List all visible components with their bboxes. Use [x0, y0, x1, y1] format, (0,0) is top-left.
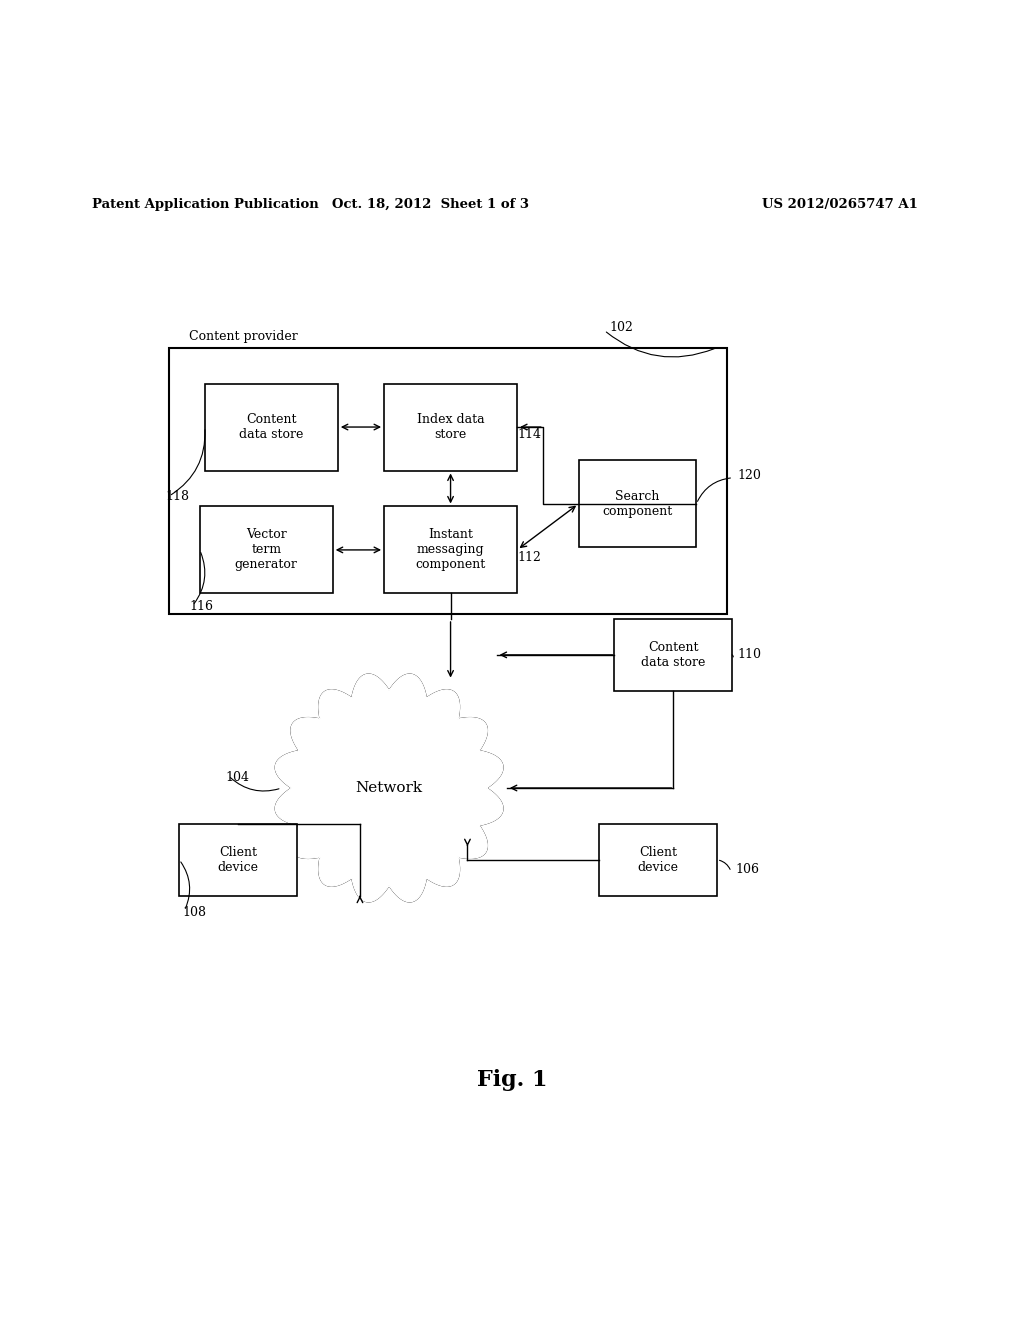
- Text: Vector
term
generator: Vector term generator: [234, 528, 298, 572]
- Text: 116: 116: [189, 601, 213, 614]
- Text: Content provider: Content provider: [189, 330, 298, 343]
- Text: Patent Application Publication: Patent Application Publication: [92, 198, 318, 211]
- Text: 112: 112: [517, 552, 541, 564]
- Text: Network: Network: [355, 781, 423, 795]
- Polygon shape: [275, 675, 503, 902]
- Text: Client
device: Client device: [637, 846, 679, 874]
- Text: 104: 104: [225, 771, 249, 784]
- FancyBboxPatch shape: [614, 619, 732, 690]
- Text: Index data
store: Index data store: [417, 413, 484, 441]
- Text: Instant
messaging
component: Instant messaging component: [416, 528, 485, 572]
- Text: 108: 108: [182, 907, 206, 920]
- Text: Search
component: Search component: [602, 490, 673, 517]
- Text: Fig. 1: Fig. 1: [477, 1069, 547, 1090]
- FancyBboxPatch shape: [179, 824, 297, 895]
- FancyBboxPatch shape: [169, 347, 727, 614]
- Text: 106: 106: [735, 863, 759, 876]
- Text: Content
data store: Content data store: [641, 642, 706, 669]
- Text: Content
data store: Content data store: [240, 413, 303, 441]
- FancyBboxPatch shape: [200, 507, 333, 594]
- FancyBboxPatch shape: [384, 384, 517, 470]
- FancyBboxPatch shape: [384, 507, 517, 594]
- Text: US 2012/0265747 A1: US 2012/0265747 A1: [762, 198, 918, 211]
- FancyBboxPatch shape: [599, 824, 717, 895]
- Text: 120: 120: [737, 469, 761, 482]
- Text: Oct. 18, 2012  Sheet 1 of 3: Oct. 18, 2012 Sheet 1 of 3: [332, 198, 528, 211]
- FancyBboxPatch shape: [205, 384, 338, 470]
- Text: 118: 118: [166, 490, 189, 503]
- Text: Client
device: Client device: [217, 846, 259, 874]
- Text: 102: 102: [609, 321, 633, 334]
- Text: 114: 114: [517, 428, 541, 441]
- FancyBboxPatch shape: [579, 461, 696, 548]
- Text: 110: 110: [737, 648, 761, 661]
